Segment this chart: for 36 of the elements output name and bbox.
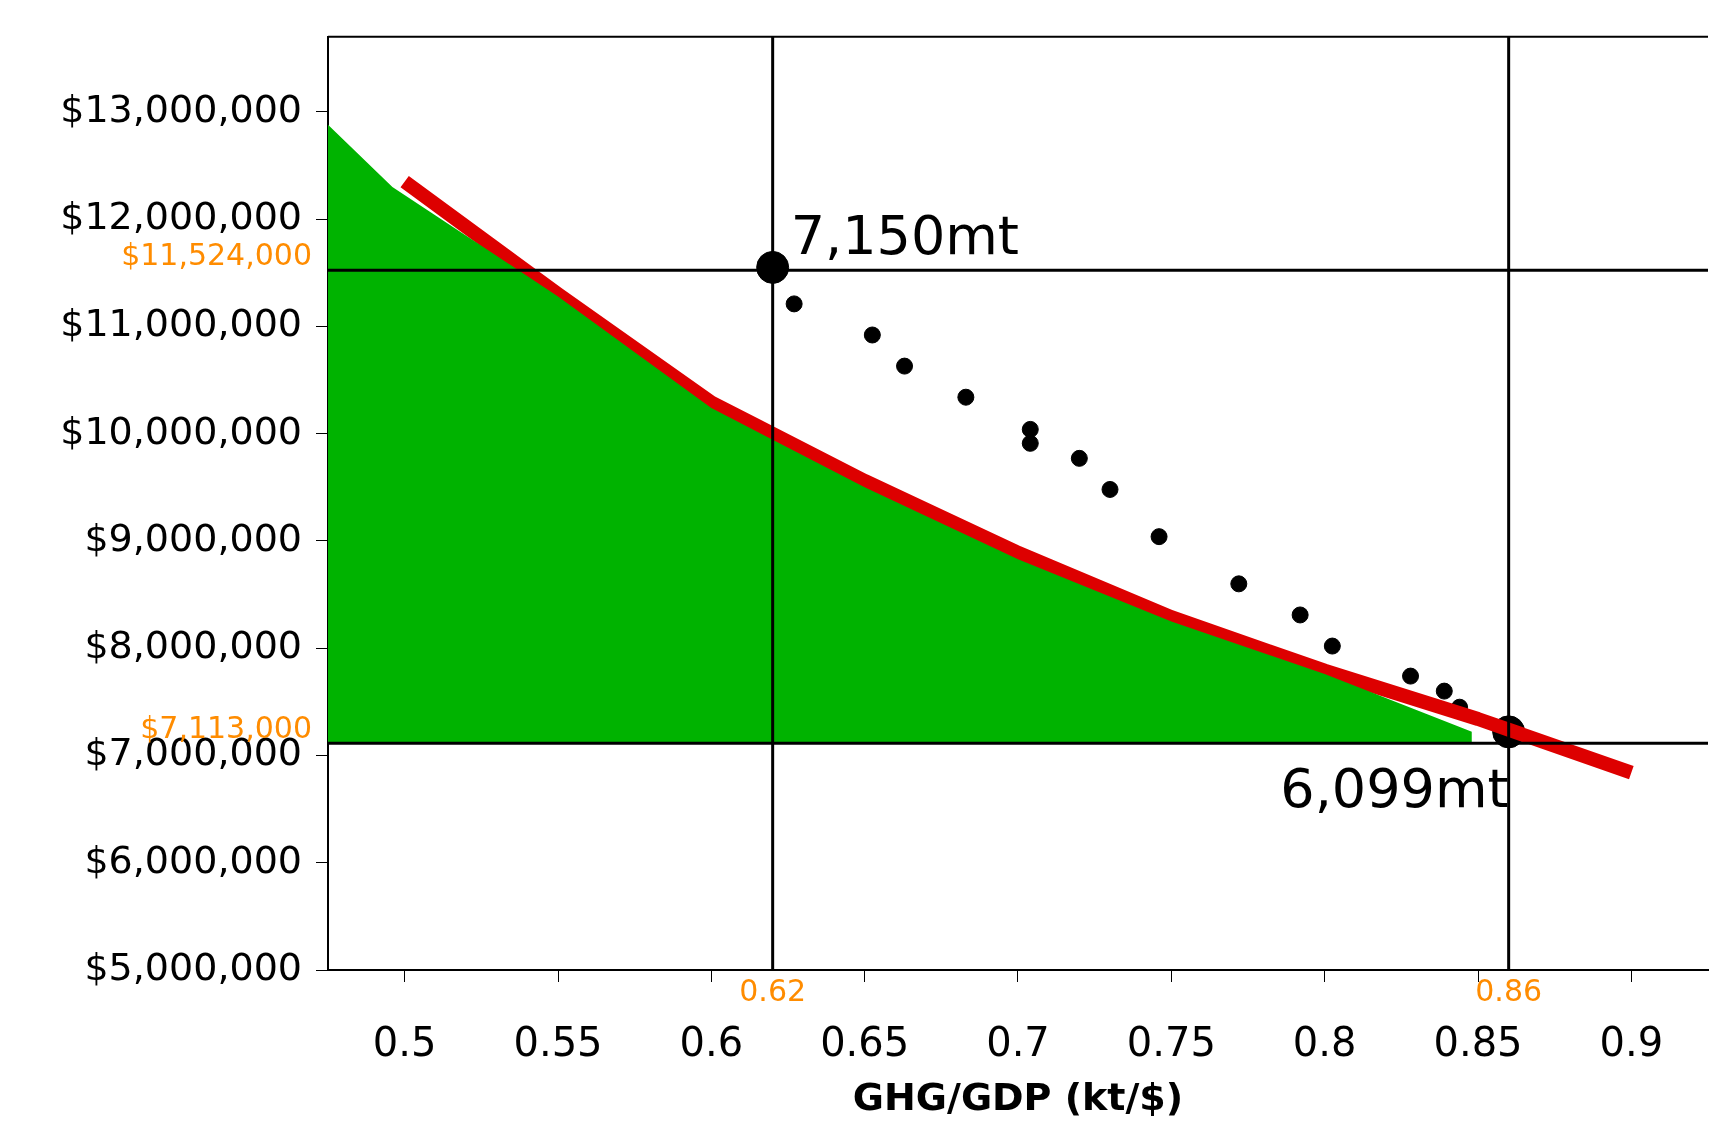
x-tick-label: 0.9 xyxy=(1599,1019,1664,1066)
x-tick-label: 0.65 xyxy=(820,1019,910,1066)
point xyxy=(1435,682,1453,700)
point xyxy=(1291,606,1309,624)
ref-line-label: 0.86 xyxy=(1475,972,1543,1008)
y-tick-label: $10,000,000 xyxy=(60,408,302,453)
point xyxy=(1070,449,1088,467)
annotation: 7,150mt xyxy=(790,204,1020,268)
point xyxy=(863,326,881,344)
point xyxy=(785,295,803,313)
y-tick-label: $8,000,000 xyxy=(84,623,302,668)
x-tick-label: 0.6 xyxy=(679,1019,744,1066)
x-tick-label: 0.7 xyxy=(986,1019,1050,1066)
point xyxy=(1021,434,1039,452)
y-tick-label: $6,000,000 xyxy=(84,837,302,882)
point xyxy=(1323,637,1341,655)
x-tick-label: 0.85 xyxy=(1433,1019,1523,1066)
point xyxy=(1021,420,1039,438)
y-tick-label: $13,000,000 xyxy=(60,86,302,131)
point xyxy=(1402,667,1420,685)
x-tick-label: 0.5 xyxy=(372,1019,437,1066)
point xyxy=(1230,575,1248,593)
ref-line-label: 0.62 xyxy=(739,972,807,1008)
x-tick-label: 0.8 xyxy=(1292,1019,1357,1066)
y-tick-label: $11,000,000 xyxy=(60,301,302,346)
point xyxy=(896,357,914,375)
x-tick-label: 0.75 xyxy=(1126,1019,1216,1066)
x-axis-title: GHG/GDP (kt/$) xyxy=(852,1075,1184,1120)
point xyxy=(1150,528,1168,546)
x-tick-label: 0.55 xyxy=(513,1019,603,1066)
y-tick-label: $12,000,000 xyxy=(60,194,302,239)
ref-line-label: $11,524,000 xyxy=(121,237,312,272)
y-tick-label: $5,000,000 xyxy=(84,944,302,989)
y-tick-label: $9,000,000 xyxy=(84,515,302,560)
point xyxy=(1101,480,1119,498)
point xyxy=(957,388,975,406)
